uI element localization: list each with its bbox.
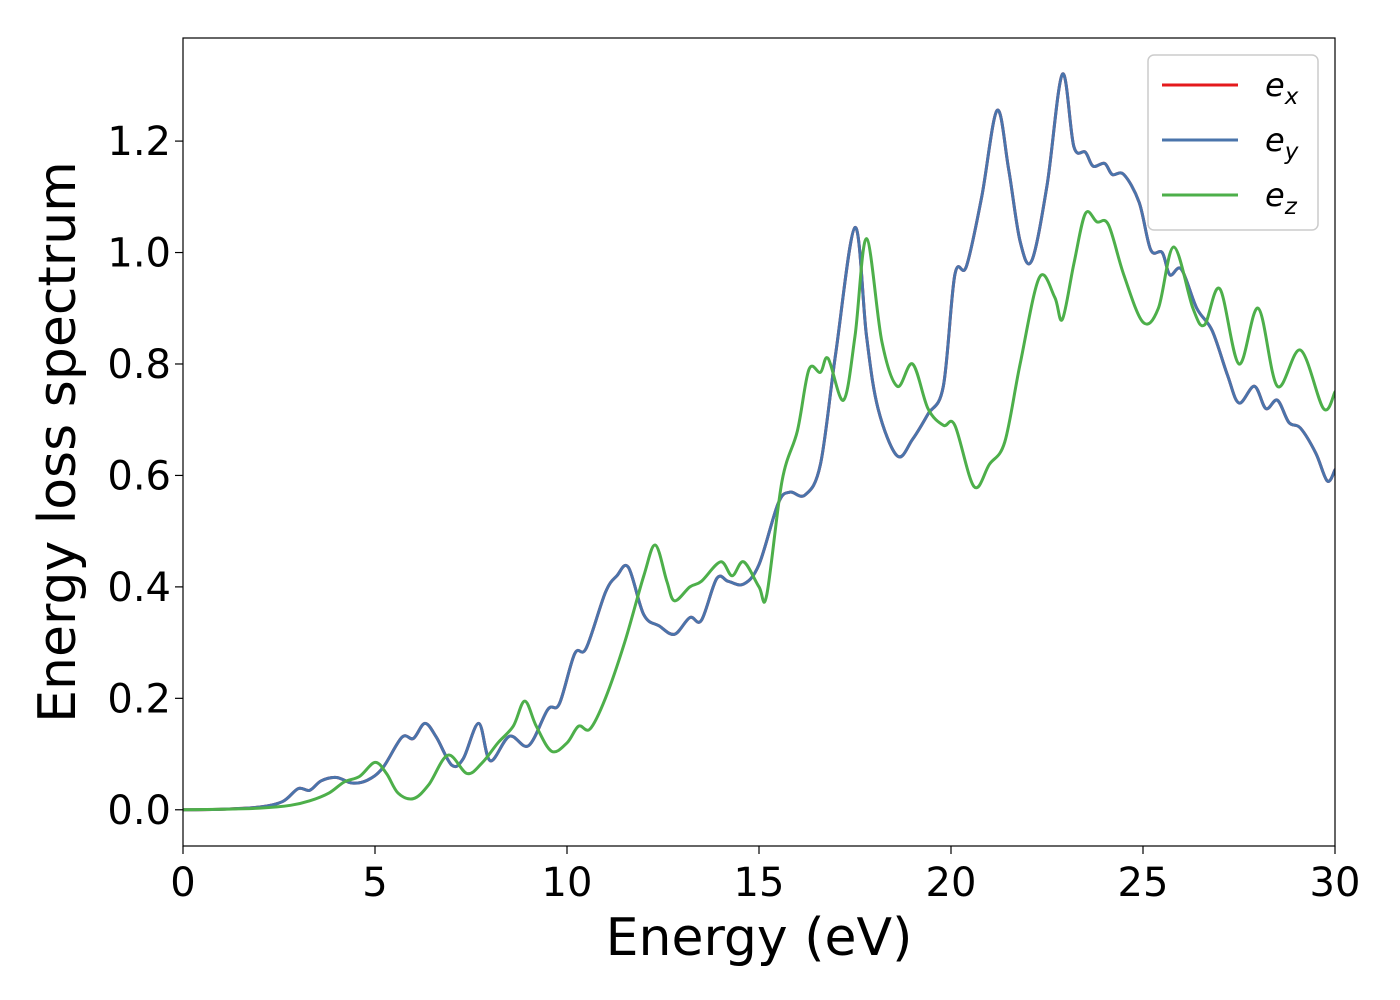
series-line-e-z bbox=[183, 210, 1335, 812]
y-axis: 0.0 0.2 0.4 0.6 0.8 1.0 1.2 bbox=[107, 119, 183, 834]
legend-label-e-y: ey bbox=[1265, 121, 1299, 165]
series-line-e-y bbox=[183, 72, 1335, 812]
x-tick-label: 0 bbox=[170, 860, 195, 906]
y-tick-label: 0.0 bbox=[107, 788, 171, 834]
legend-entries: ex ey ez bbox=[1162, 66, 1299, 220]
y-tick-label: 0.4 bbox=[107, 565, 171, 611]
x-tick-label: 15 bbox=[734, 860, 785, 906]
y-tick-label: 1.0 bbox=[107, 231, 171, 277]
legend-box bbox=[1147, 54, 1319, 231]
series-lines bbox=[183, 72, 1335, 812]
x-tick-label: 30 bbox=[1310, 860, 1361, 906]
x-tick-label: 5 bbox=[362, 860, 387, 906]
legend-label-e-z: ez bbox=[1265, 176, 1298, 220]
y-tick-label: 1.2 bbox=[107, 119, 171, 165]
legend: ex ey ez bbox=[1147, 54, 1319, 231]
y-axis-title: Energy loss spectrum bbox=[28, 161, 88, 723]
legend-label-e-x: ex bbox=[1265, 66, 1299, 110]
y-tick-label: 0.2 bbox=[107, 676, 171, 722]
x-tick-label: 25 bbox=[1118, 860, 1169, 906]
x-tick-label: 10 bbox=[542, 860, 593, 906]
x-axis: 0 5 10 15 20 25 30 bbox=[170, 846, 1360, 906]
x-tick-label: 20 bbox=[926, 860, 977, 906]
y-tick-label: 0.6 bbox=[107, 453, 171, 499]
y-tick-label: 0.8 bbox=[107, 342, 171, 388]
x-axis-title: Energy (eV) bbox=[606, 908, 913, 968]
